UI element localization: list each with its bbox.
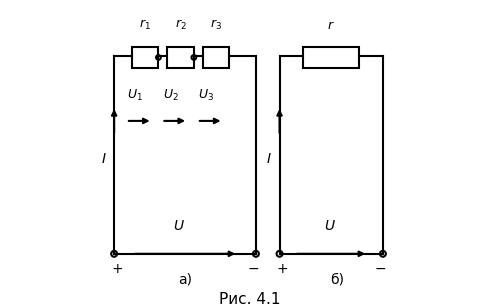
Text: $r_1$: $r_1$ xyxy=(139,18,151,32)
FancyBboxPatch shape xyxy=(202,47,230,68)
Text: $r_2$: $r_2$ xyxy=(174,18,186,32)
Text: −: − xyxy=(374,261,386,276)
FancyBboxPatch shape xyxy=(168,47,194,68)
Text: $U_3$: $U_3$ xyxy=(198,88,214,103)
Text: $I$: $I$ xyxy=(266,152,272,166)
Text: $I$: $I$ xyxy=(101,152,106,166)
Text: Рис. 4.1: Рис. 4.1 xyxy=(220,292,281,307)
Text: б): б) xyxy=(330,272,344,286)
Text: $U_1$: $U_1$ xyxy=(128,88,144,103)
Text: +: + xyxy=(276,261,288,276)
FancyBboxPatch shape xyxy=(132,47,158,68)
Text: а): а) xyxy=(178,272,192,286)
Text: −: − xyxy=(247,261,259,276)
Text: $U$: $U$ xyxy=(173,219,185,233)
Text: $r$: $r$ xyxy=(328,19,335,32)
FancyBboxPatch shape xyxy=(303,47,360,68)
Text: $U$: $U$ xyxy=(324,219,336,233)
Text: +: + xyxy=(112,261,123,276)
Text: $r_3$: $r_3$ xyxy=(210,18,222,32)
Text: $U_2$: $U_2$ xyxy=(163,88,178,103)
